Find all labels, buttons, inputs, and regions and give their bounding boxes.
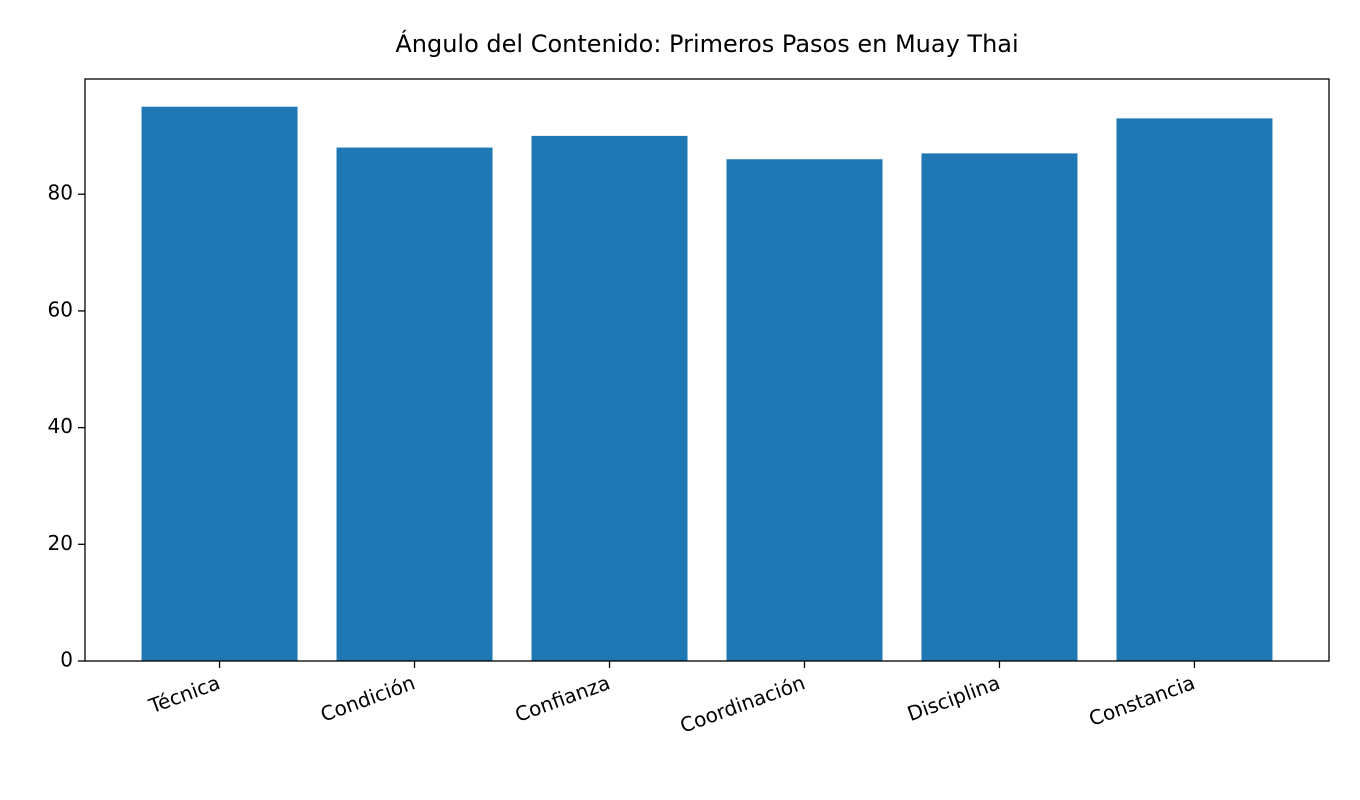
bar bbox=[531, 135, 688, 662]
y-tick-label: 0 bbox=[60, 648, 73, 672]
y-tick-label: 60 bbox=[48, 297, 73, 321]
plot-frame bbox=[84, 78, 1330, 662]
bar bbox=[1116, 118, 1273, 661]
bar bbox=[921, 153, 1078, 661]
y-tick-label: 20 bbox=[48, 531, 73, 555]
chart-title: Ángulo del Contenido: Primeros Pasos en … bbox=[395, 29, 1018, 58]
bar bbox=[726, 159, 883, 661]
bar bbox=[141, 106, 298, 661]
y-tick-label: 40 bbox=[48, 414, 73, 438]
bar bbox=[336, 147, 493, 661]
y-tick-label: 80 bbox=[48, 181, 73, 205]
